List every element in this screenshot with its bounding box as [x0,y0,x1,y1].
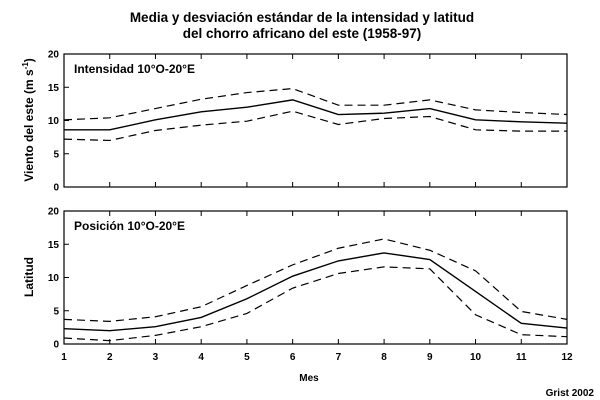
intensity-ytick-label-2: 10 [48,116,60,127]
credit-text: Grist 2002 [546,388,595,399]
position-xtick-label-9: 10 [470,352,482,363]
position-ytick-label-3: 15 [48,240,60,251]
intensity-ytick-label-0: 0 [53,183,59,194]
figure-title-line1: Media y desviación estándar de la intens… [130,10,474,25]
position-xtick-label-2: 3 [153,352,159,363]
intensity-series-mean [64,99,568,131]
position-ytick-label-0: 0 [53,340,59,351]
figure-title-line2: del chorro africano del este (1958-97) [183,26,422,41]
position-xtick-label-8: 9 [427,352,433,363]
intensity-panel: Intensidad 10°O-20°E Viento del este (m … [21,50,568,194]
position-xtick-label-1: 2 [107,352,113,363]
position-xtick-label-11: 12 [561,352,573,363]
position-series-mean [63,252,568,332]
position-xtick-label-0: 1 [61,352,67,363]
intensity-panel-title: Intensidad 10°O-20°E [74,62,195,76]
intensity-y-axis-label-text: Viento del este (m s [22,69,36,182]
intensity-series-lower [63,110,567,142]
position-xtick-label-5: 6 [290,352,296,363]
position-series-upper [63,238,568,322]
position-xtick-label-6: 7 [336,352,342,363]
intensity-series-upper [63,87,568,121]
intensity-ytick-label-3: 15 [48,83,60,94]
position-xtick-label-10: 11 [516,352,527,363]
intensity-y-axis-label: Viento del este (m s-1) [21,58,36,182]
position-y-axis-label: Latitud [22,257,36,297]
position-series-lower [63,266,568,342]
position-xtick-label-7: 8 [381,352,387,363]
position-ytick-label-4: 20 [48,207,60,218]
intensity-y-axis-label-superscript: -1 [21,62,30,70]
position-panel-title: Posición 10°O-20°E [74,219,185,233]
position-ytick-label-1: 5 [53,306,59,317]
position-xtick-label-3: 4 [198,352,204,363]
intensity-ytick-label-4: 20 [48,50,60,61]
intensity-y-axis-label-close: ) [22,58,36,62]
position-ytick-label-2: 10 [48,273,60,284]
intensity-ytick-label-1: 5 [53,149,59,160]
position-xtick-label-4: 5 [244,352,250,363]
position-x-axis-label: Mes [299,373,319,384]
